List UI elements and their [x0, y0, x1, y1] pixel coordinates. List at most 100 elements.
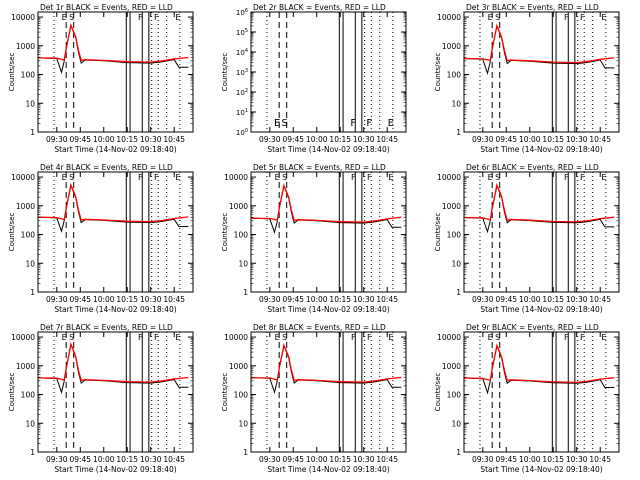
- x-tick-label: 10:30: [140, 295, 162, 304]
- y-tick-label: 100: [21, 391, 36, 400]
- y-tick-label: 100: [21, 231, 36, 240]
- y-tick-label: 10000: [437, 173, 461, 182]
- y-axis-label: Counts/sec: [221, 53, 229, 92]
- y-tick-label: 10000: [437, 13, 461, 22]
- y-tick-label: 1000: [442, 42, 461, 51]
- y-tick-label: 100: [236, 128, 248, 137]
- x-tick-label: 09:30: [472, 135, 494, 144]
- x-tick-label: 10:00: [306, 455, 328, 464]
- x-tick-label: 09:30: [259, 135, 281, 144]
- time-marker-label: S: [495, 333, 500, 342]
- y-tick-label: 105: [236, 28, 248, 37]
- plot-frame: [250, 11, 407, 133]
- events-series-line: [37, 342, 189, 395]
- y-tick-label: 1000: [442, 202, 461, 211]
- y-tick-label: 101: [236, 108, 248, 117]
- x-tick-label: 09:30: [259, 295, 281, 304]
- time-marker-label: F: [367, 173, 372, 182]
- x-tick-label: 10:45: [376, 135, 398, 144]
- lld-series-line: [37, 182, 189, 223]
- x-axis-label: Start Time (14-Nov-02 09:18:40): [267, 145, 389, 154]
- time-marker-label: E: [601, 13, 606, 22]
- panel-title: Det 4r BLACK = Events, RED = LLD: [40, 163, 173, 172]
- y-tick-label: 1: [30, 288, 35, 297]
- panel-title: Det 3r BLACK = Events, RED = LLD: [466, 3, 599, 12]
- x-tick-label: 10:45: [376, 455, 398, 464]
- lld-series-line: [250, 183, 402, 223]
- time-marker-label: E: [62, 13, 67, 22]
- x-axis-label: Start Time (14-Nov-02 09:18:40): [54, 305, 176, 314]
- plot-frame: [250, 331, 407, 453]
- time-marker-label: S: [282, 333, 287, 342]
- time-marker-label: E: [488, 333, 493, 342]
- time-marker-label: E: [388, 173, 393, 182]
- y-tick-label: 100: [234, 231, 249, 240]
- time-marker-label: E: [275, 173, 280, 182]
- y-tick-label: 1: [30, 448, 35, 457]
- x-tick-label: 10:15: [542, 455, 564, 464]
- time-marker-label: E: [601, 173, 606, 182]
- panel-title: Det 5r BLACK = Events, RED = LLD: [253, 163, 386, 172]
- events-series-line: [463, 344, 615, 395]
- x-tick-label: 10:30: [140, 135, 162, 144]
- x-tick-label: 10:00: [519, 455, 541, 464]
- x-tick-label: 09:45: [495, 295, 517, 304]
- time-marker-label: F: [564, 333, 569, 342]
- y-tick-label: 1: [243, 448, 248, 457]
- y-axis-label: Counts/sec: [8, 53, 16, 92]
- x-tick-label: 09:45: [282, 135, 304, 144]
- time-marker-label: S: [495, 13, 500, 22]
- events-series-line: [463, 184, 615, 234]
- lld-series-line: [463, 343, 615, 384]
- x-tick-label: 10:00: [93, 135, 115, 144]
- x-tick-label: 09:45: [69, 135, 91, 144]
- x-axis-label: Start Time (14-Nov-02 09:18:40): [267, 305, 389, 314]
- events-series-line: [250, 343, 402, 395]
- x-tick-label: 09:45: [69, 455, 91, 464]
- y-tick-label: 1000: [229, 202, 248, 211]
- x-tick-label: 10:45: [163, 295, 185, 304]
- x-tick-label: 10:30: [353, 455, 375, 464]
- x-tick-label: 10:30: [353, 295, 375, 304]
- x-tick-label: 09:30: [472, 295, 494, 304]
- y-axis-label: Counts/sec: [434, 373, 442, 412]
- time-marker-label: F: [138, 173, 143, 182]
- time-marker-label: E: [488, 173, 493, 182]
- time-marker-label: E: [601, 333, 606, 342]
- y-tick-label: 103: [236, 68, 248, 77]
- panel-title: Det 7r BLACK = Events, RED = LLD: [40, 323, 173, 332]
- time-marker-label: E: [488, 13, 493, 22]
- x-tick-label: 10:15: [116, 295, 138, 304]
- x-axis-label: Start Time (14-Nov-02 09:18:40): [267, 465, 389, 474]
- time-marker-label: F: [564, 173, 569, 182]
- time-marker-label: E: [175, 173, 180, 182]
- lld-series-line: [37, 22, 189, 63]
- time-marker-label: F: [580, 333, 585, 342]
- y-axis-label: Counts/sec: [8, 373, 16, 412]
- time-marker-label: F: [366, 118, 372, 129]
- x-tick-label: 10:15: [329, 135, 351, 144]
- time-marker-label: E: [175, 13, 180, 22]
- plot-frame: [463, 171, 620, 293]
- x-tick-label: 09:30: [46, 455, 68, 464]
- x-tick-label: 10:15: [329, 455, 351, 464]
- y-tick-label: 10: [451, 419, 461, 428]
- x-tick-label: 09:45: [282, 455, 304, 464]
- x-tick-label: 10:45: [163, 135, 185, 144]
- y-axis-label: Counts/sec: [434, 53, 442, 92]
- y-tick-label: 102: [236, 88, 248, 97]
- plot-frame: [463, 331, 620, 453]
- y-axis-label: Counts/sec: [434, 213, 442, 252]
- plot-frame: [37, 331, 194, 453]
- x-tick-label: 10:00: [519, 135, 541, 144]
- time-marker-label: F: [580, 173, 585, 182]
- y-tick-label: 10000: [11, 13, 35, 22]
- x-axis-label: Start Time (14-Nov-02 09:18:40): [54, 145, 176, 154]
- x-tick-label: 09:45: [69, 295, 91, 304]
- time-marker-label: F: [564, 13, 569, 22]
- y-tick-label: 100: [447, 71, 462, 80]
- y-tick-label: 100: [234, 391, 249, 400]
